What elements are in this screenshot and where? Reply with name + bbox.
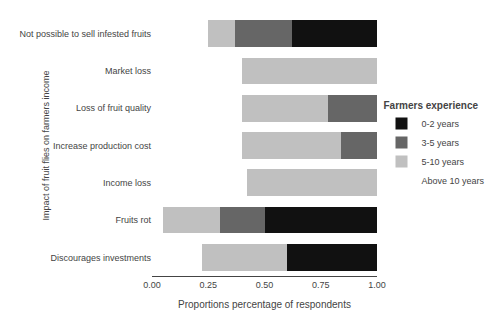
svg-text:Loss of fruit quality: Loss of fruit quality	[76, 103, 152, 113]
svg-text:Above 10 years: Above 10 years	[422, 176, 485, 186]
svg-text:0-2 years: 0-2 years	[422, 119, 460, 129]
svg-text:0.25: 0.25	[199, 280, 217, 290]
svg-text:0.75: 0.75	[312, 280, 330, 290]
svg-text:3-5 years: 3-5 years	[422, 138, 460, 148]
svg-text:Impact of fruit flies on farme: Impact of fruit flies on farmers income	[41, 70, 51, 220]
svg-text:Increase production cost: Increase production cost	[53, 141, 152, 151]
svg-text:1.00: 1.00	[368, 280, 386, 290]
svg-text:Discourages investments: Discourages investments	[50, 253, 151, 263]
svg-text:Market loss: Market loss	[105, 66, 152, 76]
svg-text:Farmers experience: Farmers experience	[384, 100, 479, 111]
svg-text:0.00: 0.00	[143, 280, 161, 290]
svg-text:5-10 years: 5-10 years	[422, 157, 465, 167]
svg-text:Proportions percentage of resp: Proportions percentage of respondents	[178, 299, 351, 310]
svg-text:Not possible to sell infested: Not possible to sell infested fruits	[19, 29, 151, 39]
svg-text:0.50: 0.50	[256, 280, 274, 290]
svg-text:Income loss: Income loss	[103, 178, 152, 188]
svg-text:Fruits rot: Fruits rot	[115, 215, 151, 225]
